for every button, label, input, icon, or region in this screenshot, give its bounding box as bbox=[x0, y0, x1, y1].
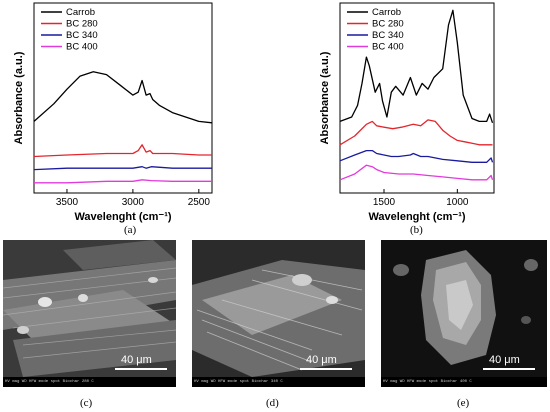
plot-frame bbox=[33, 2, 213, 194]
series-line-bc-280 bbox=[33, 144, 212, 158]
x-axis-label: Wavelenght (cm⁻¹) bbox=[368, 211, 465, 223]
y-axis-label: Absorbance (a.u.) bbox=[319, 51, 331, 144]
legend-entry: Carrob bbox=[372, 7, 401, 18]
caption-c: (c) bbox=[80, 397, 93, 409]
series-line-bc-400 bbox=[339, 164, 494, 181]
series-line-carrob bbox=[33, 71, 213, 124]
series-line-carrob bbox=[339, 9, 494, 124]
x-axis-label: Wavelenght (cm⁻¹) bbox=[74, 211, 171, 223]
series-line-bc-340 bbox=[33, 166, 212, 171]
series-line-bc-400 bbox=[34, 179, 212, 184]
sem-info-bar-c: HV mag WD HFW mode spot Biochar 280 C bbox=[3, 377, 176, 387]
scale-bar-e bbox=[483, 368, 535, 370]
plot-frame bbox=[339, 2, 495, 194]
sem-image-e: 40 μm HV mag WD HFW mode spot Biochar 40… bbox=[381, 240, 547, 387]
sem-info-bar-e: HV mag WD HFW mode spot Biochar 400 C bbox=[381, 377, 547, 387]
legend-entry: BC 280 bbox=[66, 19, 98, 30]
caption-e: (e) bbox=[457, 397, 470, 409]
sem-image-d: 40 μm HV mag WD HFW mode spot Biochar 34… bbox=[192, 240, 365, 387]
legend-entry: Carrob bbox=[66, 7, 95, 18]
scale-bar-d bbox=[300, 368, 352, 370]
caption-b: (b) bbox=[410, 224, 423, 236]
x-tick-label: 2500 bbox=[188, 197, 211, 208]
sem-texture-c bbox=[3, 240, 176, 387]
sem-image-c: 40 μm HV mag WD HFW mode spot Biochar 28… bbox=[3, 240, 176, 387]
legend-entry: BC 340 bbox=[66, 30, 98, 41]
caption-d: (d) bbox=[266, 397, 279, 409]
sem-texture-d bbox=[192, 240, 365, 387]
sem-texture-e bbox=[381, 240, 547, 387]
ftir-chart-a: 3500 3000 2500 Wavelenght (cm⁻¹) Absorbance … bbox=[13, 2, 213, 223]
legend-entry: BC 400 bbox=[372, 42, 404, 53]
sem-info-bar-d: HV mag WD HFW mode spot Biochar 340 C bbox=[192, 377, 365, 387]
scale-label-e: 40 μm bbox=[489, 354, 520, 366]
legend-entry: BC 340 bbox=[372, 30, 404, 41]
legend-entry: BC 400 bbox=[66, 42, 98, 53]
series-line-bc-340 bbox=[339, 149, 494, 163]
caption-a: (a) bbox=[124, 224, 137, 236]
legend-entry: BC 280 bbox=[372, 19, 404, 30]
x-tick-label: 3500 bbox=[56, 197, 79, 208]
scale-label-c: 40 μm bbox=[121, 354, 152, 366]
y-axis-label: Absorbance (a.u.) bbox=[13, 51, 25, 144]
scale-label-d: 40 μm bbox=[306, 354, 337, 366]
x-tick-label: 3000 bbox=[122, 197, 145, 208]
ftir-chart-b: 1500 1000 Wavelenght (cm⁻¹) Absorbance (a.u… bbox=[319, 2, 495, 223]
x-tick-label: 1500 bbox=[373, 197, 396, 208]
scale-bar-c bbox=[115, 368, 167, 370]
x-tick-label: 1000 bbox=[446, 197, 469, 208]
series-line-bc-280 bbox=[339, 119, 493, 146]
